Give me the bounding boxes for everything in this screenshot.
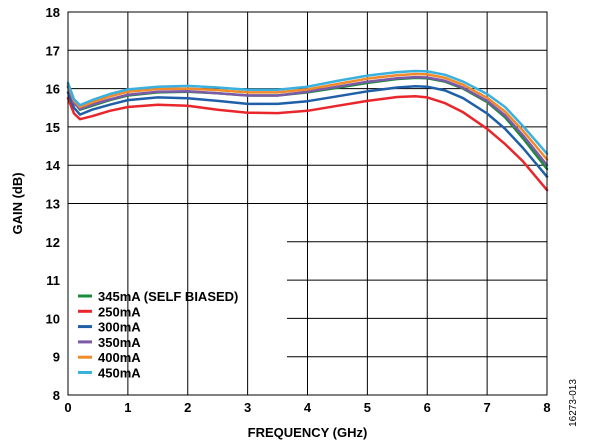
x-tick-label: 8	[543, 400, 550, 415]
y-axis-ticks: 8 9 10 11 12 13 14 15 16 17 18	[46, 5, 61, 403]
y-tick-label: 18	[46, 5, 60, 20]
x-tick-label: 5	[364, 400, 371, 415]
y-tick-label: 14	[46, 158, 61, 173]
legend-label: 450mA	[98, 366, 141, 381]
x-tick-label: 0	[64, 400, 71, 415]
x-tick-label: 3	[244, 400, 251, 415]
legend-label: 250mA	[98, 304, 141, 319]
y-tick-label: 8	[53, 388, 60, 403]
figure-id: 16273-013	[568, 379, 579, 427]
y-tick-label: 13	[46, 197, 60, 212]
y-tick-label: 9	[53, 350, 60, 365]
plot-frame	[67, 11, 548, 396]
y-tick-label: 10	[46, 311, 60, 326]
y-tick-label: 17	[46, 43, 60, 58]
y-tick-label: 15	[46, 120, 60, 135]
legend-label: 350mA	[98, 335, 141, 350]
x-tick-label: 4	[304, 400, 312, 415]
y-tick-label: 16	[46, 82, 60, 97]
y-tick-label: 12	[46, 235, 60, 250]
grid	[68, 12, 547, 395]
series-lines	[66, 69, 549, 192]
x-axis-title: FREQUENCY (GHz)	[248, 425, 368, 440]
series-line-2	[66, 85, 549, 178]
x-axis-ticks: 0 1 2 3 4 5 6 7 8	[64, 400, 550, 415]
series-line-5	[66, 69, 549, 155]
series-line-3	[66, 75, 549, 167]
legend-label: 300mA	[98, 320, 141, 335]
x-tick-label: 2	[184, 400, 191, 415]
legend: 345mA (SELF BIASED)250mA300mA350mA400mA4…	[78, 289, 238, 381]
x-tick-label: 6	[424, 400, 431, 415]
x-tick-label: 7	[484, 400, 491, 415]
series-line-4	[66, 72, 549, 161]
legend-label: 400mA	[98, 350, 141, 365]
y-tick-label: 11	[46, 273, 60, 288]
legend-label: 345mA (SELF BIASED)	[98, 289, 238, 304]
y-axis-title: GAIN (dB)	[10, 172, 25, 234]
series-line-1	[66, 95, 549, 192]
x-tick-label: 1	[124, 400, 131, 415]
